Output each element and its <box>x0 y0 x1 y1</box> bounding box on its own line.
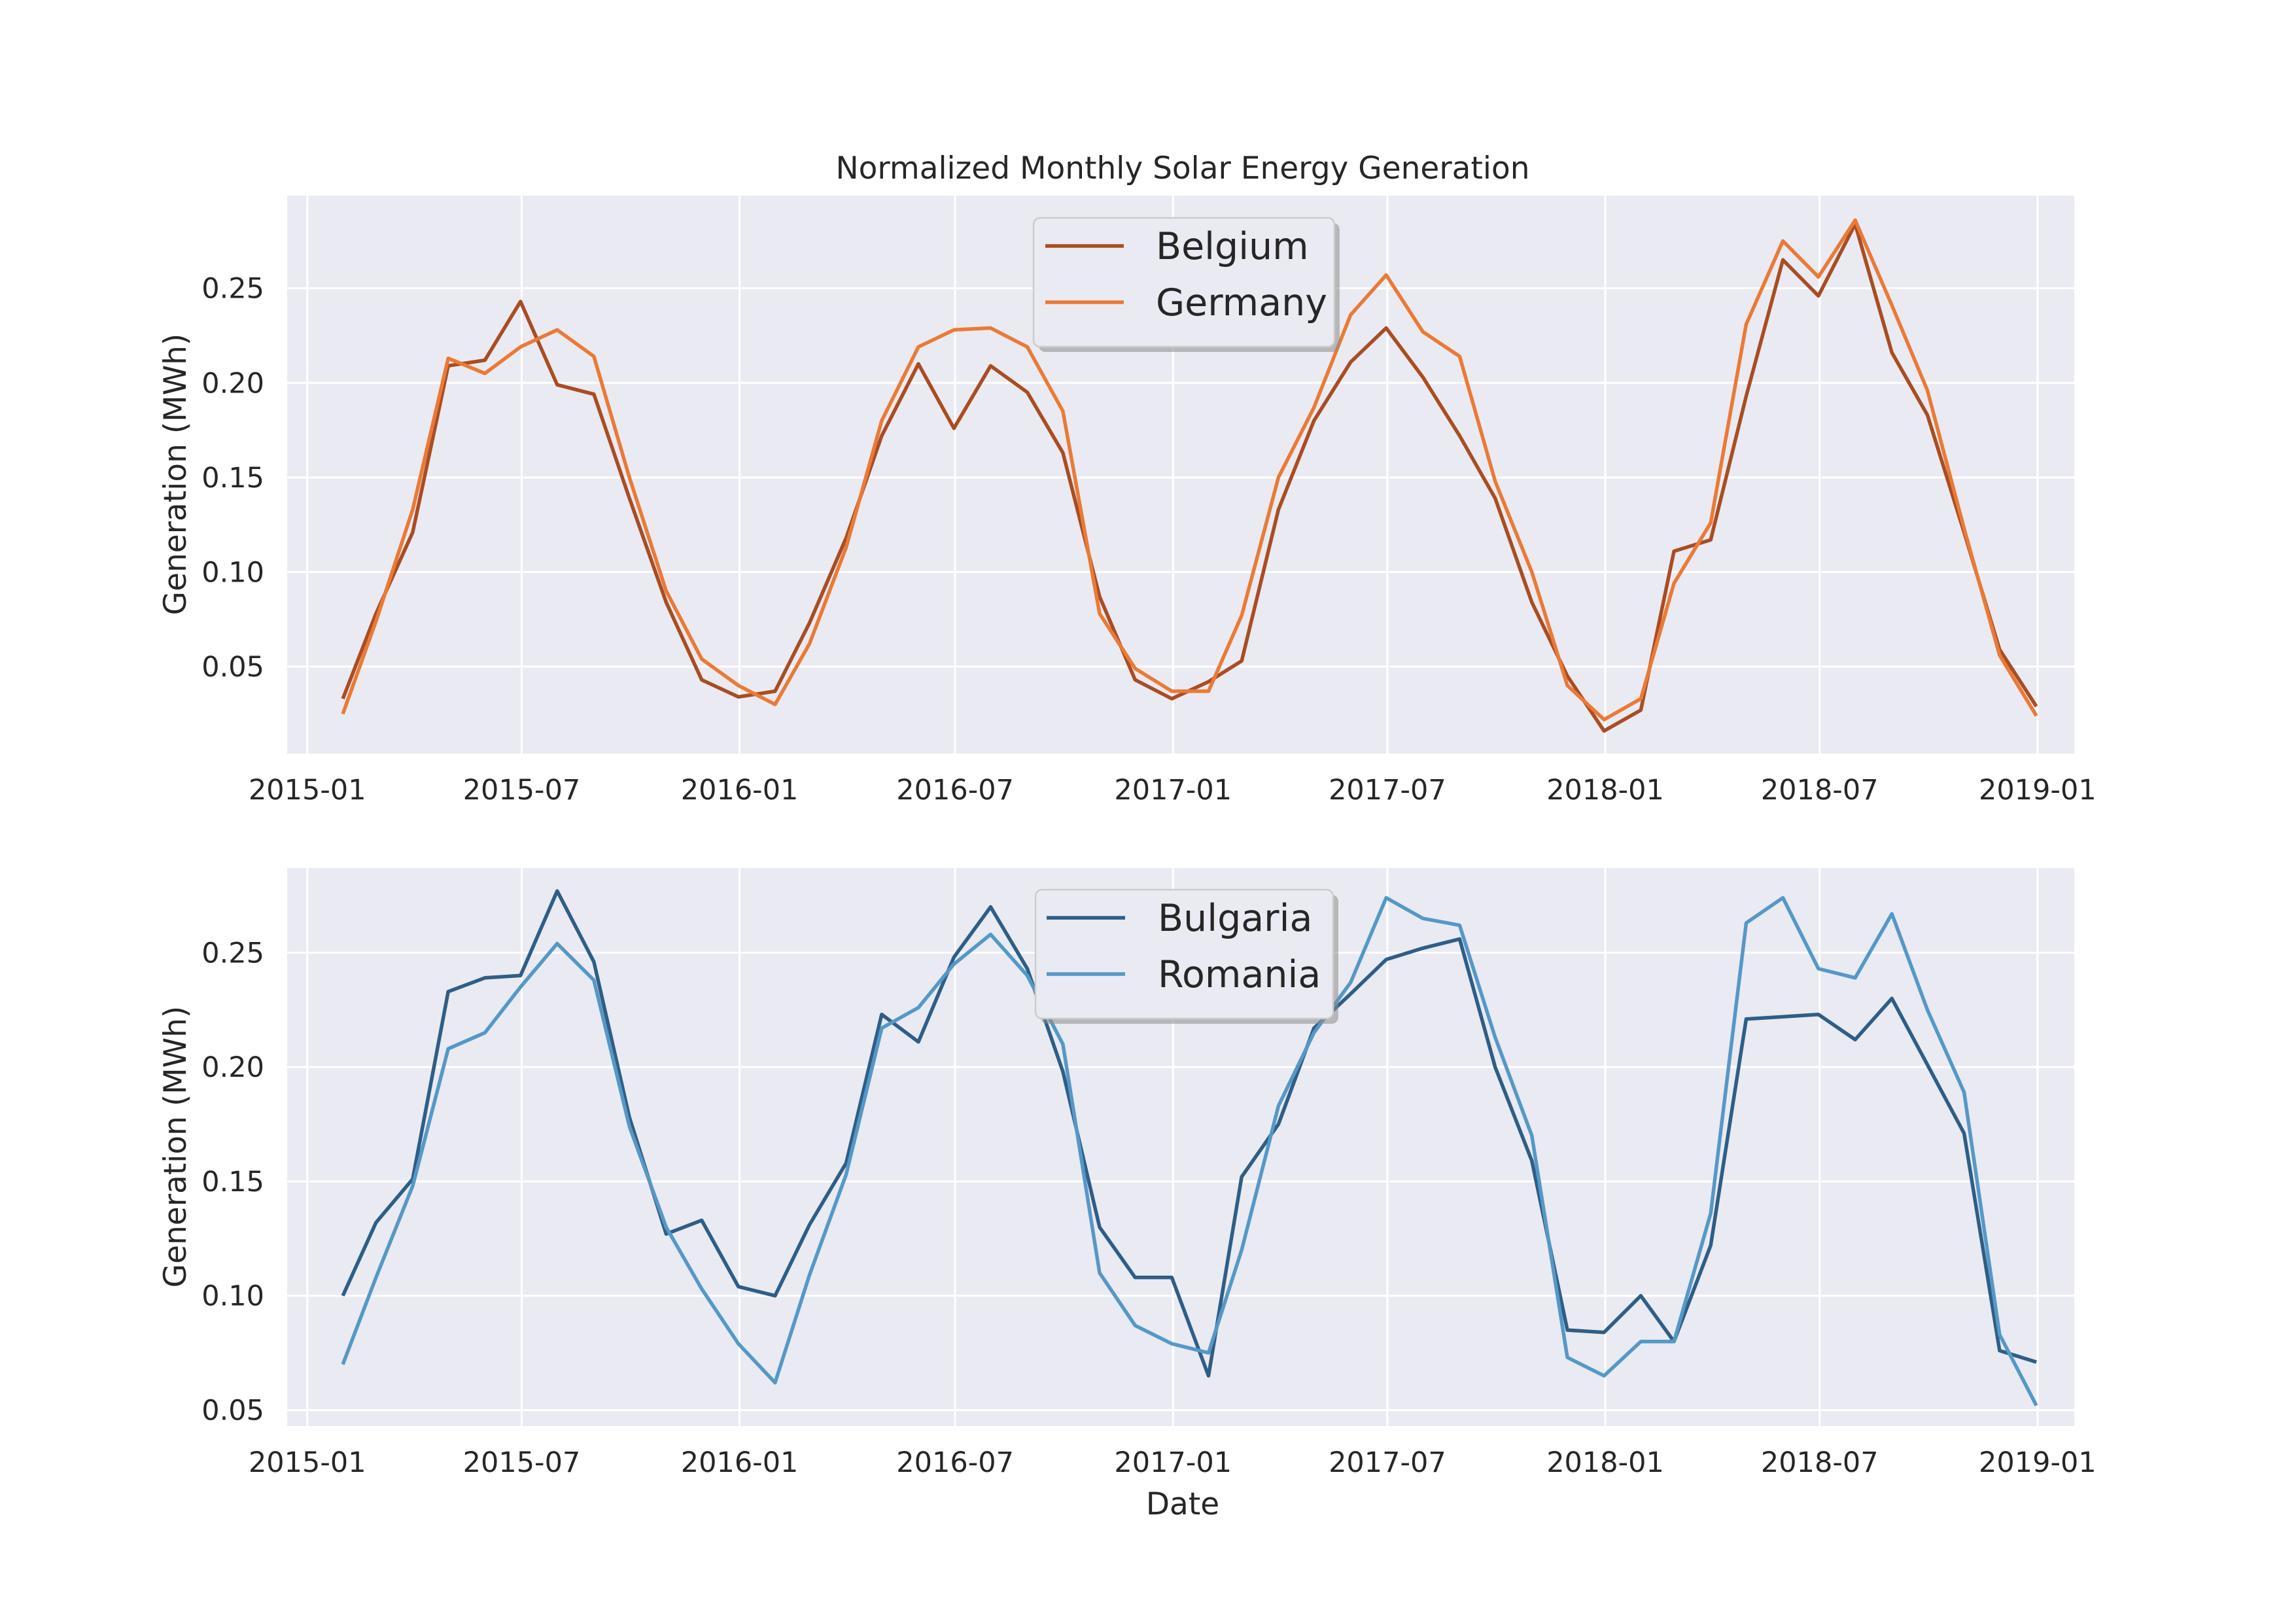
top-y-tick-label: 0.10 <box>201 556 264 589</box>
bottom-y-tick-label: 0.10 <box>201 1280 264 1313</box>
top-x-tick-label: 2016-07 <box>896 774 1014 807</box>
top-x-tick-label: 2019-01 <box>1979 774 2096 807</box>
bottom-x-tick-label: 2019-01 <box>1979 1446 2096 1479</box>
bottom-x-tick-label: 2018-07 <box>1761 1446 1879 1479</box>
top-series-lines <box>341 218 2038 733</box>
top-x-tick-label: 2018-01 <box>1546 774 1664 807</box>
top-y-tick-label: 0.25 <box>201 273 264 305</box>
bottom-x-tick-label: 2015-01 <box>249 1446 366 1479</box>
bottom-x-tick-label: 2016-07 <box>896 1446 1014 1479</box>
bottom-legend: Bulgaria Romania <box>1034 888 1338 1024</box>
x-axis-label: Date <box>1146 1486 1219 1522</box>
bottom-series-line-bulgaria <box>341 889 2037 1378</box>
top-y-tick-label: 0.05 <box>201 651 264 684</box>
top-x-tick-label: 2018-07 <box>1761 774 1879 807</box>
chart-title: Normalized Monthly Solar Energy Generati… <box>836 150 1530 186</box>
bottom-x-tick-label: 2017-07 <box>1329 1446 1446 1479</box>
bottom-legend-label-bulgaria: Bulgaria <box>1158 897 1312 940</box>
bottom-subplot: 2015-01 2015-07 2016-01 2016-07 2017-01 2017-… <box>158 868 2096 1522</box>
bottom-y-tick-labels: 0.05 0.10 0.15 0.20 0.25 <box>201 937 264 1427</box>
top-x-tick-label: 2017-01 <box>1114 774 1232 807</box>
top-x-tick-label: 2016-01 <box>681 774 799 807</box>
top-subplot: 2015-01 2015-07 2016-01 2016-07 2017-01 2017-… <box>158 196 2096 807</box>
top-legend-label-germany: Germany <box>1156 281 1327 324</box>
bottom-series-lines <box>341 889 2038 1406</box>
top-y-tick-labels: 0.05 0.10 0.15 0.20 0.25 <box>201 273 264 684</box>
bottom-y-tick-label: 0.20 <box>201 1051 264 1084</box>
bottom-x-tick-label: 2018-01 <box>1546 1446 1664 1479</box>
top-legend-box <box>1032 217 1336 348</box>
top-y-axis-label: Generation (MWh) <box>158 334 194 616</box>
bottom-x-tick-label: 2015-07 <box>463 1446 581 1479</box>
bottom-x-tick-label: 2017-01 <box>1114 1446 1232 1479</box>
top-y-tick-label: 0.20 <box>201 367 264 400</box>
bottom-y-axis-label: Generation (MWh) <box>158 1006 194 1288</box>
bottom-legend-box <box>1034 888 1334 1020</box>
top-y-tick-label: 0.15 <box>201 462 264 495</box>
bottom-x-tick-labels: 2015-01 2015-07 2016-01 2016-07 2017-01 2017-… <box>249 1446 2096 1479</box>
top-legend: Belgium Germany <box>1032 217 1340 352</box>
bottom-y-tick-label: 0.25 <box>201 937 264 969</box>
bottom-series-line-romania <box>341 896 2038 1406</box>
top-x-tick-label: 2015-07 <box>463 774 581 807</box>
top-x-tick-labels: 2015-01 2015-07 2016-01 2016-07 2017-01 2017-… <box>249 774 2096 807</box>
top-series-line-germany <box>341 218 2038 722</box>
top-x-tick-label: 2017-07 <box>1329 774 1446 807</box>
bottom-x-tick-label: 2016-01 <box>681 1446 799 1479</box>
top-legend-label-belgium: Belgium <box>1156 225 1309 268</box>
bottom-legend-label-romania: Romania <box>1158 953 1321 996</box>
bottom-y-tick-label: 0.15 <box>201 1166 264 1198</box>
bottom-y-tick-label: 0.05 <box>201 1395 264 1427</box>
top-x-tick-label: 2015-01 <box>249 774 366 807</box>
